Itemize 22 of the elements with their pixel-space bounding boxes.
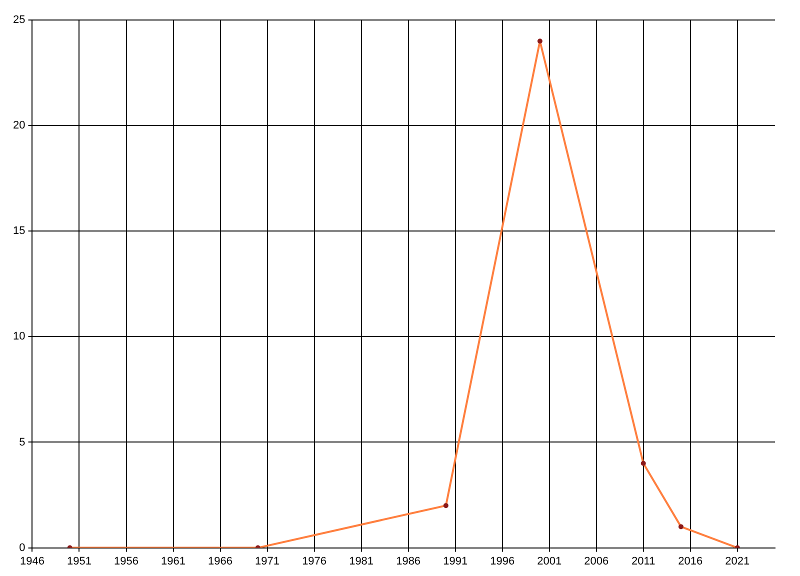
y-tick-label: 20: [12, 120, 26, 132]
x-tick-label: 2016: [678, 555, 703, 568]
y-tick-label: 0: [19, 542, 26, 554]
x-tick-label: 1981: [349, 555, 374, 568]
x-tick-label: 2021: [725, 555, 750, 568]
x-tick-label: 1986: [396, 555, 421, 568]
x-tick-label: 1946: [20, 555, 44, 568]
x-tick-label: 1991: [443, 555, 468, 568]
x-tick-label: 1956: [114, 555, 138, 568]
y-tick-label: 10: [12, 330, 26, 343]
x-tick-label: 1951: [67, 555, 92, 568]
x-tick-label: 1976: [302, 555, 327, 568]
y-tick-label: 15: [12, 225, 26, 238]
x-tick-label: 1961: [161, 555, 186, 568]
x-tick-label: 1996: [490, 555, 515, 568]
x-tick-label: 2001: [537, 555, 562, 568]
y-tick-label: 5: [19, 436, 26, 448]
x-tick-label: 1966: [208, 555, 233, 568]
x-tick-label: 1971: [255, 555, 280, 568]
x-tick-label: 2006: [584, 555, 609, 568]
y-tick-label: 25: [12, 14, 26, 26]
x-tick-label: 2011: [632, 555, 656, 568]
